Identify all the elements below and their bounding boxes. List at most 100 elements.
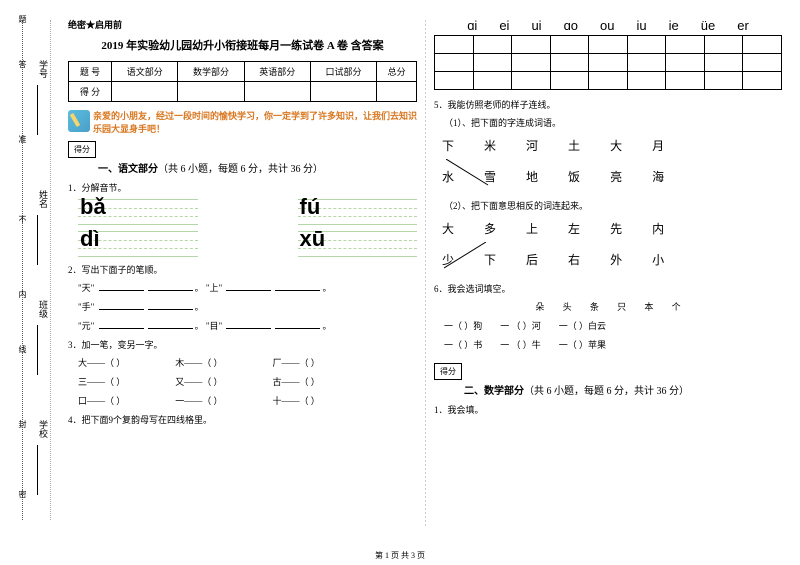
- as3a: 口——（ ）: [78, 394, 125, 407]
- sr5[interactable]: [377, 82, 417, 102]
- sel-words: 朵 头 条 只 本 个: [434, 300, 782, 313]
- sr3[interactable]: [244, 82, 310, 102]
- score-box-1[interactable]: 得分: [68, 141, 96, 158]
- sh3: 英语部分: [244, 62, 310, 82]
- sf6: 一（ ）苹果: [559, 340, 606, 350]
- as2c: 古——（ ）: [273, 375, 320, 388]
- f4: ɑo: [564, 18, 578, 33]
- p2: fú: [300, 194, 321, 220]
- page-title: 2019 年实验幼儿园幼升小衔接班每月一练试卷 A 卷 含答案: [68, 37, 417, 53]
- m2t1: 大: [442, 220, 454, 237]
- sf4: 一（ ）书: [444, 340, 482, 350]
- score-table: 题 号 语文部分 数学部分 英语部分 口试部分 总分 得 分: [68, 61, 417, 102]
- p3: dì: [80, 226, 100, 252]
- sr0: 得 分: [69, 82, 112, 102]
- side-line-4: [37, 445, 38, 495]
- side-line-1: [37, 85, 38, 135]
- intro-body: 亲爱的小朋友，经过一段时间的愉快学习，你一定学到了许多知识，让我们去知识乐园大显…: [93, 110, 417, 135]
- m1b6: 海: [652, 168, 664, 185]
- as1c: 厂——（ ）: [273, 356, 320, 369]
- sw5: 本: [644, 302, 653, 312]
- side-label-school: 学校: [37, 420, 50, 438]
- s1-meta: （共 6 小题，每题 6 分，共计 36 分）: [158, 164, 323, 175]
- sh1: 语文部分: [112, 62, 178, 82]
- secret-label: 绝密★启用前: [68, 18, 417, 31]
- q6: 6．我会选词填空。: [434, 282, 782, 295]
- sh2: 数学部分: [178, 62, 244, 82]
- sr4[interactable]: [310, 82, 376, 102]
- pinyin-1: bǎ: [78, 199, 198, 225]
- sf3: 一（ ）白云: [559, 321, 606, 331]
- f9: er: [737, 18, 749, 33]
- sw6: 个: [672, 302, 681, 312]
- match-1[interactable]: 下 米 河 土 大 月 水 雪 地 饭 亮 海: [434, 137, 782, 185]
- q5b: （2）、把下面意思相反的词连起来。: [444, 199, 782, 212]
- s1-label: 一、语文部分: [98, 164, 158, 175]
- side-line-2: [37, 215, 38, 265]
- q4: 4．把下面9个复韵母写在四线格里。: [68, 413, 417, 426]
- q3: 3．加一笔，变另一字。: [68, 338, 417, 351]
- q2: 2．写出下面子的笔顺。: [68, 263, 417, 276]
- m1t6: 月: [652, 137, 664, 154]
- st4: "元": [78, 321, 94, 331]
- st5: "目": [206, 321, 222, 331]
- sw2: 头: [563, 302, 572, 312]
- sr1[interactable]: [112, 82, 178, 102]
- side-cut: 题: [17, 15, 28, 23]
- m1t4: 土: [568, 137, 580, 154]
- f6: iu: [637, 18, 647, 33]
- as3c: 十——（ ）: [273, 394, 320, 407]
- section-1-head: ———一、语文部分（共 6 小题，每题 6 分，共计 36 分）: [68, 160, 417, 175]
- sf1: 一（ ）狗: [444, 321, 482, 331]
- m1t1: 下: [442, 137, 454, 154]
- match-2[interactable]: 大 多 上 左 先 内 少 下 后 右 外 小: [434, 220, 782, 268]
- m1b4: 饭: [568, 168, 580, 185]
- f5: ou: [600, 18, 614, 33]
- pinyin-4: xū: [298, 231, 418, 257]
- f2: ei: [499, 18, 509, 33]
- stroke-r2: "手" 。: [78, 300, 417, 313]
- m1b3: 地: [526, 168, 538, 185]
- m2b5: 外: [610, 251, 622, 268]
- p1: bǎ: [80, 194, 106, 220]
- side-n3: 不: [17, 215, 28, 223]
- s2-meta: （共 6 小题，每题 6 分，共计 36 分）: [524, 386, 689, 397]
- m2b3: 后: [526, 251, 538, 268]
- s2-label: 二、数学部分: [464, 386, 524, 397]
- sf2: 一 （ ）河: [500, 321, 541, 331]
- st3: "手": [78, 302, 94, 312]
- side-label-class: 班级: [37, 300, 50, 318]
- right-column: ɑi ei ui ɑo ou iu ie üe er 5．我能仿照老师的样子连线…: [426, 18, 790, 528]
- m2b6: 小: [652, 251, 664, 268]
- q5: 5．我能仿照老师的样子连线。: [434, 98, 782, 111]
- pinyin-3: dì: [78, 231, 198, 257]
- st1: "天": [78, 283, 94, 293]
- m1b5: 亮: [610, 168, 622, 185]
- side-n1: 答: [17, 60, 28, 68]
- m1t5: 大: [610, 137, 622, 154]
- match-line-2: [444, 242, 504, 270]
- f8: üe: [701, 18, 715, 33]
- m2t2: 多: [484, 220, 496, 237]
- stroke-r1: "天" 。 "上" 。: [78, 281, 417, 294]
- p4: xū: [300, 226, 326, 252]
- sr2[interactable]: [178, 82, 244, 102]
- m1t3: 河: [526, 137, 538, 154]
- four-line-grid[interactable]: [434, 35, 782, 90]
- left-column: 绝密★启用前 2019 年实验幼儿园幼升小衔接班每月一练试卷 A 卷 含答案 题…: [60, 18, 425, 528]
- side-n6: 封: [17, 420, 28, 428]
- m2b4: 右: [568, 251, 580, 268]
- sh5: 总分: [377, 62, 417, 82]
- as1a: 大——（ ）: [78, 356, 125, 369]
- m2t5: 先: [610, 220, 622, 237]
- sh4: 口试部分: [310, 62, 376, 82]
- side-label-name: 姓名: [37, 190, 50, 208]
- sw4: 只: [617, 302, 626, 312]
- as2a: 三——（ ）: [78, 375, 125, 388]
- match-line-1: [446, 159, 506, 187]
- q2-1: 1．我会填。: [434, 403, 782, 416]
- pinyin-2: fú: [298, 199, 418, 225]
- score-box-2[interactable]: 得分: [434, 363, 462, 380]
- f3: ui: [531, 18, 541, 33]
- finals-row: ɑi ei ui ɑo ou iu ie üe er: [434, 18, 782, 33]
